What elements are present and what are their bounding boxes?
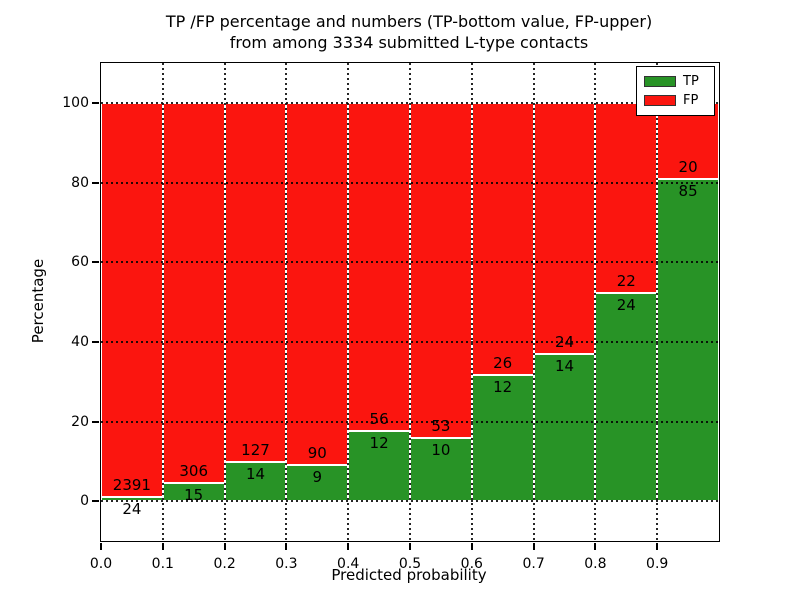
- x-tick-mark: [532, 543, 535, 550]
- tp-count-label: 85: [678, 181, 698, 200]
- y-tick-mark: [92, 340, 99, 343]
- tp-count-label: 14: [554, 357, 575, 376]
- tp-legend-label: TP: [683, 74, 699, 89]
- x-tick-label: 0.3: [275, 556, 298, 572]
- fp-bar-segment: [595, 102, 658, 294]
- x-gridline: [532, 63, 535, 541]
- fp-legend-swatch: [644, 95, 676, 106]
- y-tick-mark: [92, 181, 99, 184]
- fp-count-label: 20: [678, 157, 698, 176]
- tp-count-label: 15: [184, 485, 204, 504]
- fp-count-label: 56: [369, 409, 389, 428]
- fp-bar-segment: [101, 102, 163, 498]
- y-tick-label: 80: [71, 174, 89, 191]
- x-gridline: [223, 63, 226, 541]
- x-tick-label: 0.4: [337, 556, 360, 572]
- x-tick-label: 0.7: [522, 556, 545, 572]
- tp-bar-segment: [533, 354, 596, 502]
- y-tick-mark: [92, 420, 99, 423]
- x-tick-mark: [656, 543, 659, 550]
- tp-count-label: 10: [431, 440, 451, 459]
- x-tick-mark: [470, 543, 473, 550]
- x-gridline: [470, 63, 473, 541]
- x-tick-label: 0.0: [89, 556, 113, 572]
- y-tick-mark: [92, 261, 99, 264]
- x-axis-label: Predicted probability: [331, 566, 487, 584]
- x-tick-label: 0.2: [213, 556, 236, 572]
- tp-count-label: 24: [616, 296, 636, 315]
- tp-bar-segment: [657, 178, 719, 502]
- fp-bar-segment: [471, 102, 534, 376]
- fp-bar-segment: [533, 102, 596, 355]
- y-tick-mark: [92, 500, 99, 503]
- x-gridline: [656, 63, 659, 541]
- fp-count-label: 90: [307, 443, 327, 462]
- tp-count-label: 14: [245, 464, 266, 483]
- x-tick-mark: [100, 543, 102, 550]
- plot-area: 2391 24 306 15 127 14 90 9 56 12 53 10 26 12 24 14 22 24 2…: [62, 62, 720, 572]
- fp-count-label: 26: [493, 354, 513, 373]
- fp-bar-segment: [224, 102, 287, 462]
- fp-bar-segment: [348, 102, 410, 431]
- tp-bar-segment: [595, 293, 658, 502]
- fp-count-label: 2391: [112, 476, 151, 495]
- x-tick-label: 0.5: [398, 556, 422, 572]
- legend-box: TP FP: [636, 66, 715, 116]
- x-tick-mark: [285, 543, 288, 550]
- y-tick-label: 20: [71, 413, 89, 430]
- x-gridline: [594, 63, 597, 541]
- fp-bar-segment: [286, 102, 349, 465]
- x-tick-label: 0.9: [646, 556, 669, 572]
- tp-count-label: 9: [312, 467, 323, 486]
- fp-count-label: 24: [554, 333, 575, 352]
- x-tick-mark: [161, 543, 164, 550]
- x-tick-mark: [347, 543, 350, 550]
- x-gridline: [161, 63, 164, 541]
- x-tick-mark: [409, 543, 411, 550]
- tp-count-label: 24: [122, 500, 142, 519]
- x-gridline: [285, 63, 288, 541]
- fp-count-label: 53: [431, 416, 451, 435]
- y-axis-label: Percentage: [29, 258, 47, 344]
- chart-title-line1: TP /FP percentage and numbers (TP-bottom…: [165, 12, 653, 31]
- y-tick-mark: [92, 101, 99, 104]
- y-tick-label: 60: [71, 254, 89, 271]
- x-gridline: [409, 63, 411, 541]
- fp-count-label: 306: [179, 461, 209, 480]
- y-tick-label: 40: [71, 333, 89, 350]
- tp-bar-segment: [410, 437, 472, 502]
- x-tick-label: 0.8: [584, 556, 607, 572]
- legend-entry-fp: FP: [644, 91, 708, 110]
- tp-count-label: 12: [369, 433, 389, 452]
- fp-bar-segment: [410, 102, 472, 438]
- tp-legend-swatch: [644, 76, 676, 87]
- y-tick-label: 0: [80, 493, 89, 510]
- fp-count-label: 127: [241, 440, 270, 459]
- fp-count-label: 22: [616, 272, 636, 291]
- fp-legend-label: FP: [683, 93, 699, 108]
- x-tick-mark: [594, 543, 597, 550]
- x-gridline: [347, 63, 350, 541]
- fp-bar-segment: [162, 102, 225, 483]
- x-tick-label: 0.1: [151, 556, 174, 572]
- y-tick-label: 100: [62, 94, 89, 111]
- tp-count-label: 12: [493, 378, 513, 397]
- x-tick-mark: [223, 543, 226, 550]
- x-tick-label: 0.6: [460, 556, 483, 572]
- chart-title-line2: from among 3334 submitted L-type contact…: [229, 33, 589, 52]
- legend-entry-tp: TP: [644, 72, 708, 91]
